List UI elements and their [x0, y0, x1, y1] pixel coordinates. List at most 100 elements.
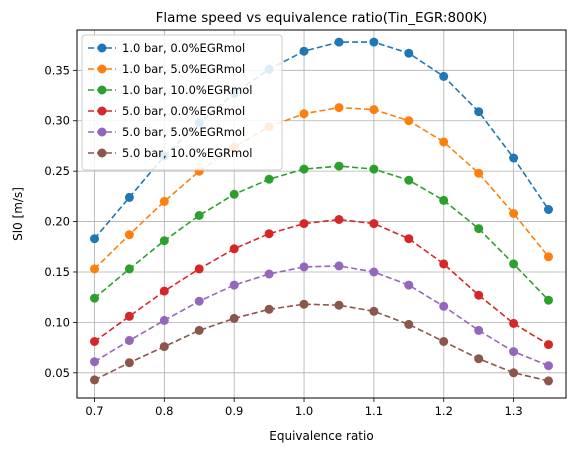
data-point: [544, 295, 553, 305]
data-point: [404, 48, 414, 58]
data-point: [334, 261, 344, 271]
legend-item: 1.0 bar, 5.0%EGRmol: [88, 62, 245, 76]
data-point: [90, 375, 99, 385]
series-line: [93, 41, 550, 240]
x-tick-label: 0.8: [155, 404, 173, 418]
x-tick-label: 1.1: [365, 404, 383, 418]
data-point: [334, 37, 344, 47]
x-tick-label: 1.2: [435, 404, 453, 418]
data-point: [90, 264, 99, 274]
legend-label: 5.0 bar, 10.0%EGRmol: [122, 146, 252, 160]
data-point: [299, 262, 309, 272]
data-point: [509, 318, 519, 328]
y-axis-label: Sl0 [m/s]: [11, 187, 25, 241]
data-point: [404, 175, 414, 185]
data-point: [509, 368, 519, 378]
data-point: [474, 325, 484, 335]
data-point: [334, 103, 344, 113]
data-point: [229, 189, 239, 199]
legend-label: 1.0 bar, 5.0%EGRmol: [122, 62, 245, 76]
data-point: [404, 234, 414, 244]
series-line: [93, 165, 550, 301]
data-point: [474, 290, 484, 300]
data-point: [159, 196, 169, 206]
data-point: [299, 164, 309, 174]
legend-marker: [97, 64, 107, 74]
data-point: [509, 259, 519, 269]
data-point: [90, 293, 99, 303]
x-axis-label: Equivalence ratio: [269, 429, 373, 443]
series-line: [93, 106, 550, 270]
legend-marker: [97, 43, 107, 53]
data-point: [439, 259, 449, 269]
data-point: [334, 300, 344, 310]
legend-label: 1.0 bar, 0.0%EGRmol: [122, 41, 245, 55]
data-point: [369, 267, 379, 277]
x-tick-label: 1.0: [295, 404, 313, 418]
data-point: [544, 376, 553, 386]
data-point: [90, 357, 99, 367]
data-point: [544, 361, 553, 371]
data-point: [509, 347, 519, 357]
data-point: [264, 174, 274, 184]
data-point: [194, 211, 204, 220]
legend-label: 5.0 bar, 5.0%EGRmol: [122, 125, 245, 139]
data-point: [159, 236, 169, 246]
data-point: [334, 161, 344, 171]
data-point: [369, 164, 379, 174]
data-point: [229, 313, 239, 323]
y-tick-label: 0.20: [44, 215, 70, 229]
data-point: [334, 215, 344, 224]
data-point: [124, 230, 134, 240]
data-point: [159, 286, 169, 296]
x-tick-label: 0.9: [225, 404, 243, 418]
y-tick-label: 0.30: [44, 114, 70, 128]
data-point: [124, 311, 134, 321]
data-point: [544, 205, 553, 214]
data-point: [404, 319, 414, 329]
data-point: [474, 224, 484, 234]
legend-marker: [97, 85, 107, 95]
legend-box: [81, 34, 283, 171]
data-point: [439, 195, 449, 205]
data-point: [439, 71, 449, 81]
data-point: [124, 264, 134, 274]
data-point: [369, 306, 379, 316]
y-tick-label: 0.10: [44, 315, 70, 329]
legend-marker: [97, 127, 107, 137]
series-6: [90, 299, 553, 386]
series-4: [90, 215, 553, 350]
series-line: [94, 303, 549, 382]
data-point: [90, 234, 99, 244]
data-point: [194, 325, 204, 335]
data-point: [369, 37, 379, 47]
data-point: [124, 358, 134, 368]
data-point: [124, 192, 134, 202]
data-point: [474, 107, 484, 117]
data-point: [194, 296, 204, 306]
legend-item: 5.0 bar, 10.0%EGRmol: [88, 146, 252, 160]
y-tick-label: 0.05: [44, 366, 70, 380]
data-point: [229, 280, 239, 290]
data-point: [264, 304, 274, 314]
data-point: [544, 340, 553, 350]
data-point: [544, 252, 553, 262]
data-point: [509, 209, 519, 218]
data-point: [299, 46, 309, 56]
legend-item: 1.0 bar, 10.0%EGRmol: [88, 83, 252, 97]
legend-item: 5.0 bar, 0.0%EGRmol: [88, 104, 245, 118]
legend-item: 1.0 bar, 0.0%EGRmol: [88, 41, 245, 55]
data-point: [439, 337, 449, 346]
series-line: [94, 218, 549, 346]
data-point: [159, 315, 169, 325]
legend-marker: [97, 148, 107, 158]
series-5: [90, 261, 553, 371]
plot-frame: [76, 29, 567, 399]
data-point: [159, 342, 169, 352]
data-point: [299, 219, 309, 229]
chart-title: Flame speed vs equivalence ratio(Tin_EGR…: [156, 10, 488, 26]
data-point: [299, 299, 309, 309]
data-point: [229, 244, 239, 254]
data-point: [404, 116, 414, 126]
